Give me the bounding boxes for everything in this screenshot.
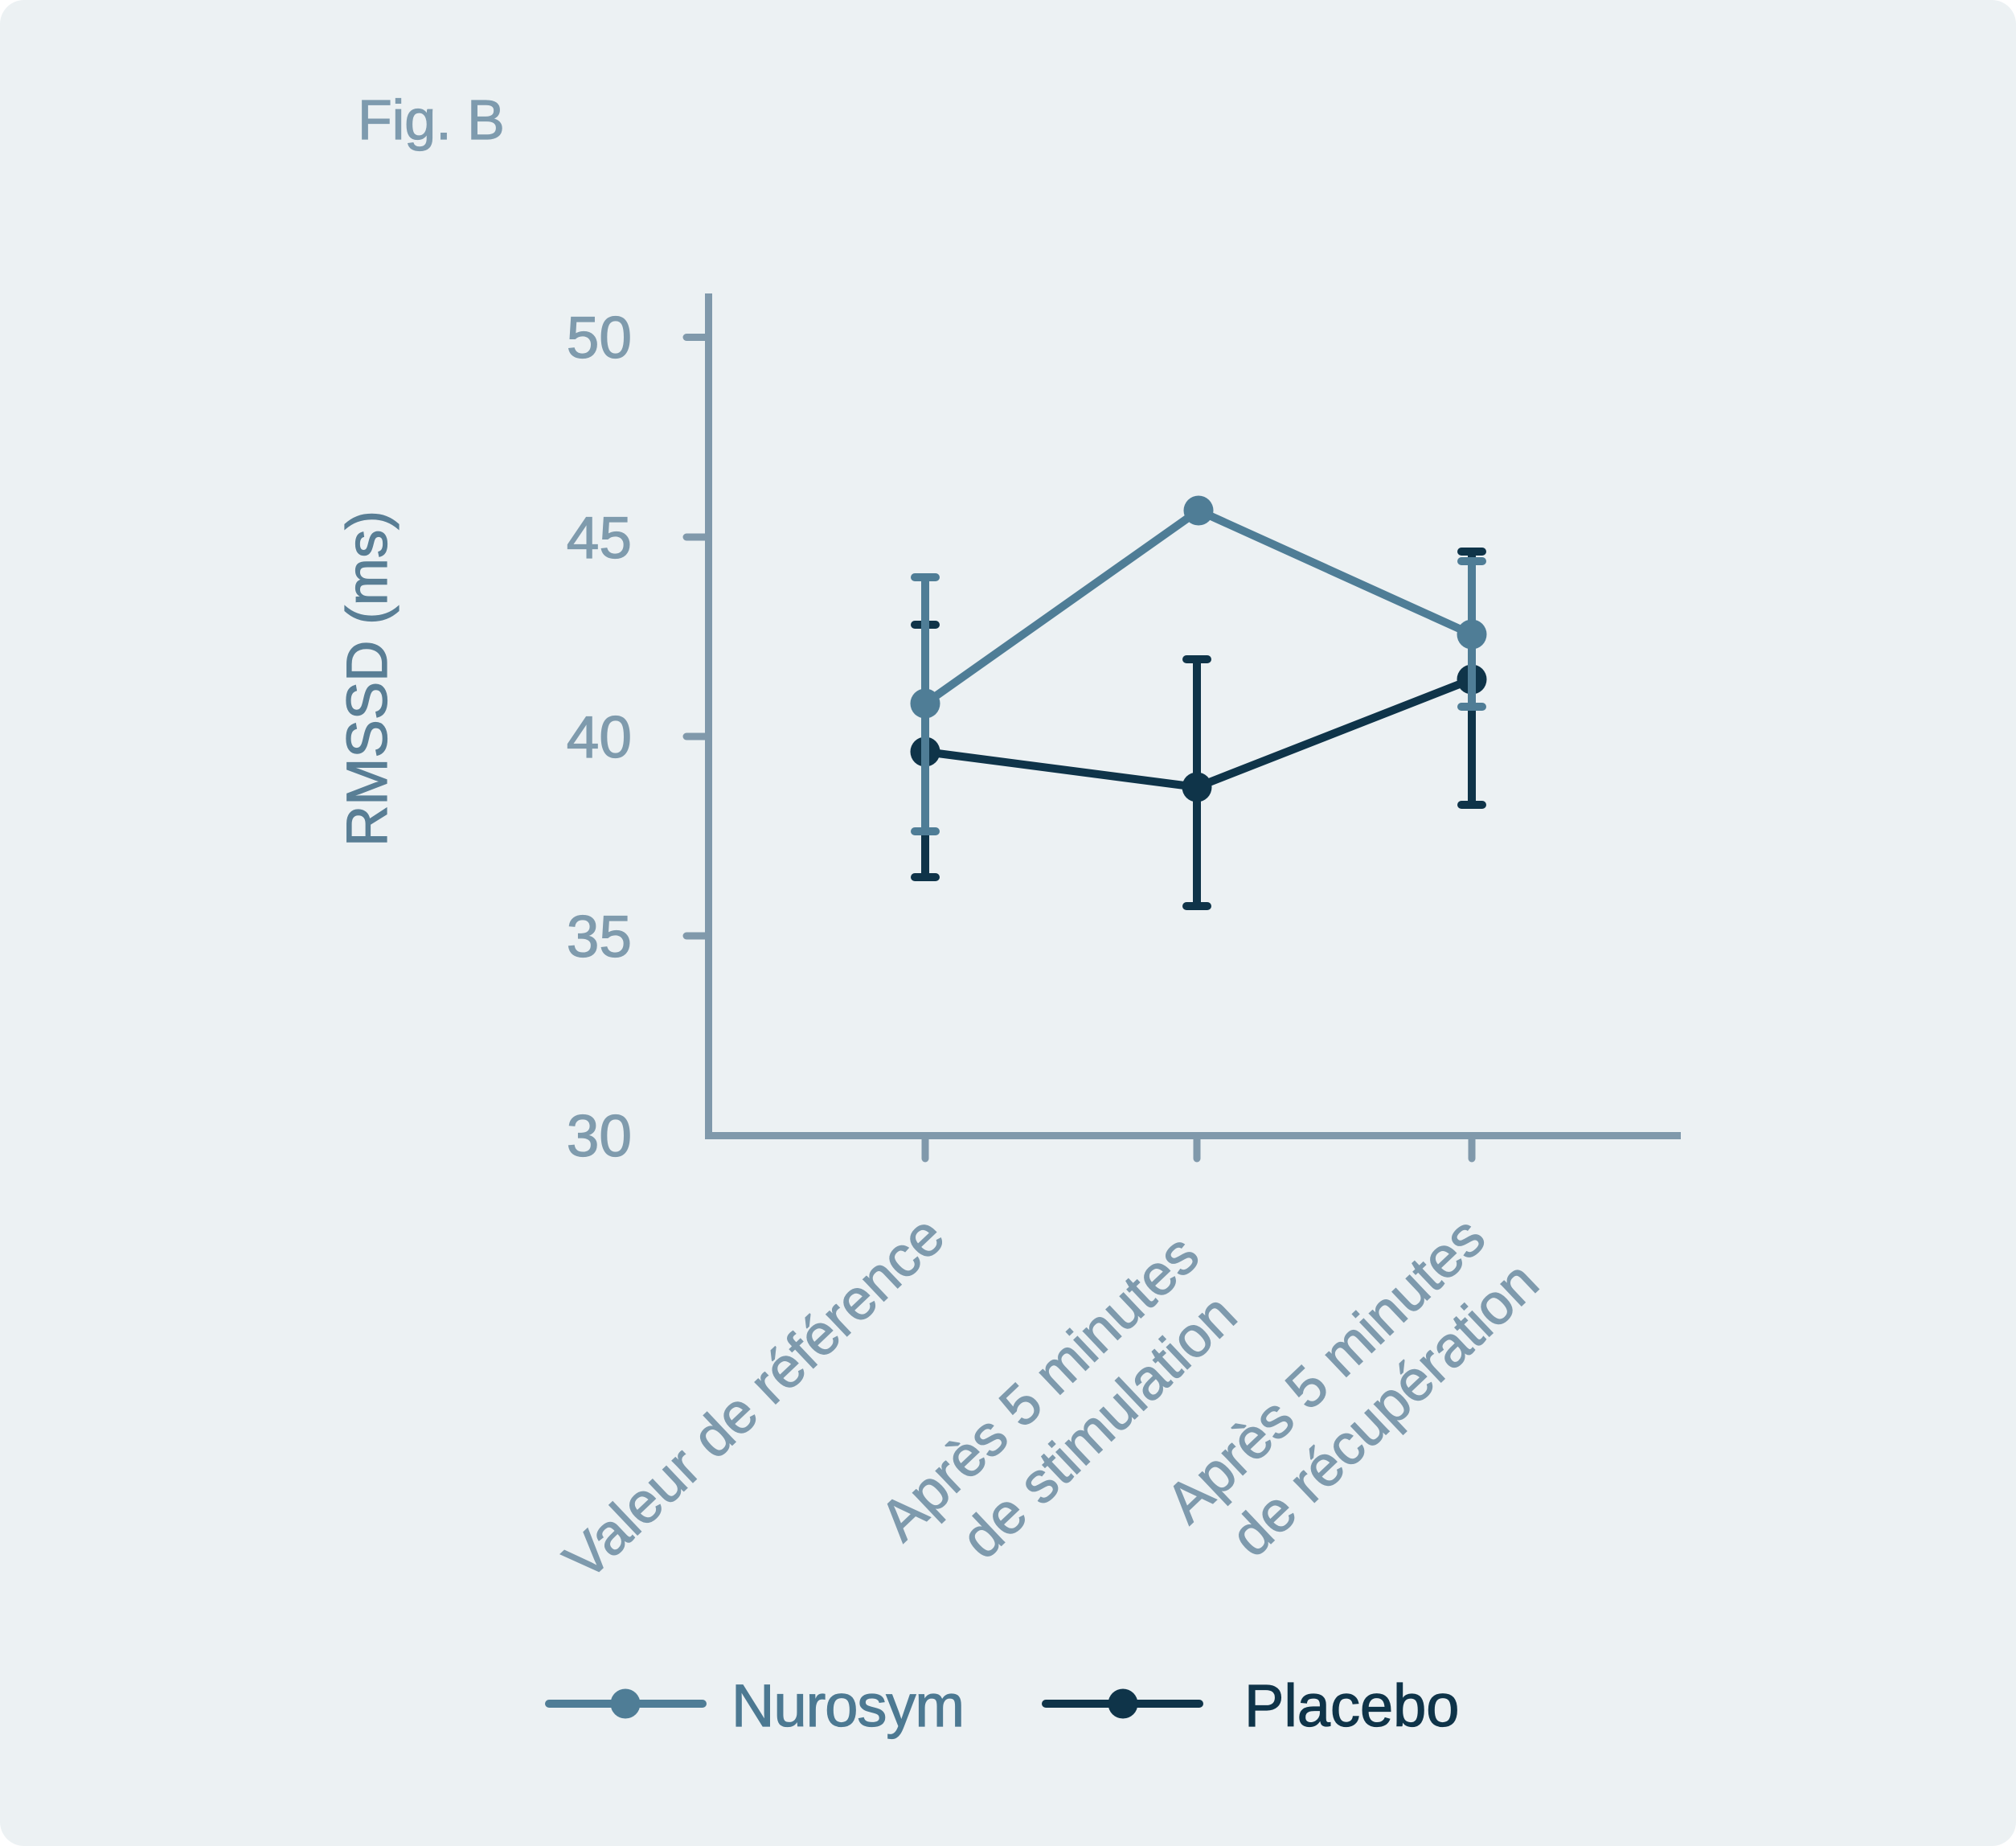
svg-text:Nurosym: Nurosym	[731, 1672, 964, 1739]
svg-text:30: 30	[567, 1104, 632, 1169]
svg-text:50: 50	[567, 306, 632, 371]
svg-text:Placebo: Placebo	[1244, 1672, 1459, 1739]
svg-text:35: 35	[567, 905, 632, 970]
svg-text:Fig. B: Fig. B	[358, 88, 505, 151]
svg-text:RMSSD (ms): RMSSD (ms)	[336, 511, 400, 847]
svg-text:45: 45	[567, 506, 632, 571]
svg-text:40: 40	[567, 705, 632, 770]
